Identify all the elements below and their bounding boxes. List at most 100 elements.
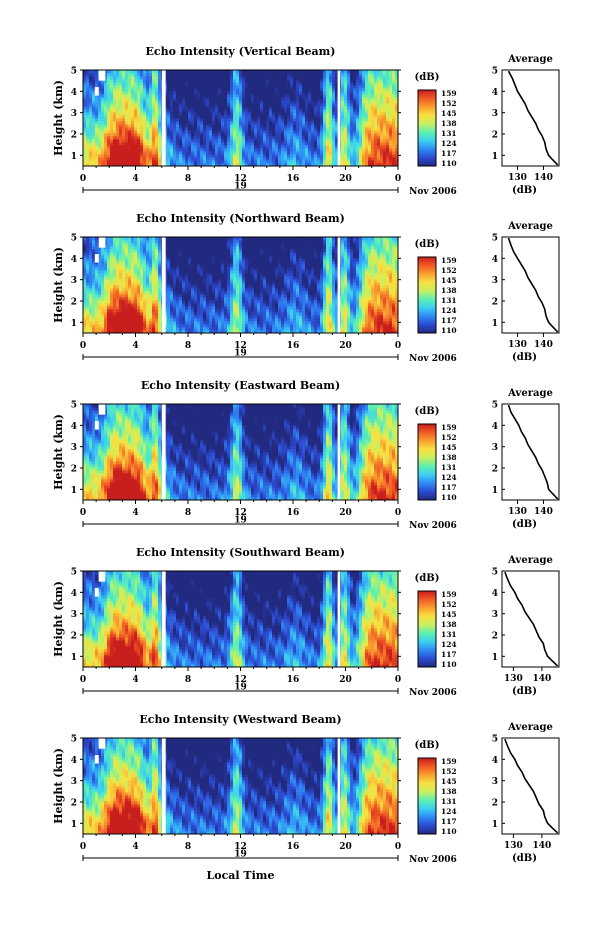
colorbar bbox=[417, 757, 437, 835]
avg-y-tick-label: 2 bbox=[492, 131, 498, 141]
colorbar-tick-label: 124 bbox=[441, 306, 457, 315]
y-tick-label: 5 bbox=[71, 568, 77, 578]
data-gap bbox=[98, 404, 106, 415]
y-tick-label: 2 bbox=[71, 465, 77, 475]
x-tick-label: 0 bbox=[395, 341, 401, 351]
data-gap bbox=[337, 404, 341, 500]
avg-y-tick-label: 4 bbox=[492, 756, 498, 766]
x-tick-label: 4 bbox=[132, 675, 138, 685]
y-tick-label: 2 bbox=[71, 799, 77, 809]
y-tick-label: 4 bbox=[71, 589, 77, 599]
colorbar-tick-label: 138 bbox=[441, 620, 457, 629]
x-tick-label: 0 bbox=[395, 842, 401, 852]
heatmap bbox=[83, 738, 399, 835]
colorbar-tick-label: 145 bbox=[441, 777, 457, 786]
colorbar-tick-label: 117 bbox=[441, 650, 457, 659]
colorbar-tick-label: 110 bbox=[441, 660, 457, 669]
heatmap bbox=[83, 70, 399, 167]
avg-x-tick-label: 140 bbox=[534, 507, 553, 517]
data-gap bbox=[161, 70, 166, 166]
colorbar-tick-label: 159 bbox=[441, 423, 457, 432]
y-axis-label: Height (km) bbox=[52, 748, 65, 824]
average-frame bbox=[501, 69, 560, 167]
y-axis-label: Height (km) bbox=[52, 414, 65, 490]
data-gap bbox=[161, 404, 166, 500]
panel-northward: Echo Intensity (Northward Beam)12345Heig… bbox=[52, 212, 560, 364]
average-profile-line bbox=[507, 404, 559, 500]
data-gap bbox=[98, 237, 106, 248]
colorbar-tick-label: 117 bbox=[441, 817, 457, 826]
heatmap bbox=[83, 237, 399, 334]
x-tick-label: 8 bbox=[185, 842, 191, 852]
y-tick-label: 5 bbox=[71, 234, 77, 244]
data-gap bbox=[161, 738, 166, 834]
avg-y-tick-label: 1 bbox=[492, 820, 498, 830]
colorbar bbox=[417, 256, 437, 334]
colorbar-tick-label: 152 bbox=[441, 266, 457, 275]
data-gap bbox=[337, 738, 341, 834]
y-tick-label: 1 bbox=[71, 820, 77, 830]
month-label: Nov 2006 bbox=[409, 354, 457, 364]
colorbar-tick-label: 117 bbox=[441, 316, 457, 325]
y-tick-label: 1 bbox=[71, 486, 77, 496]
colorbar-tick-label: 131 bbox=[441, 797, 457, 806]
colorbar-tick-label: 138 bbox=[441, 787, 457, 796]
colorbar-tick-label: 131 bbox=[441, 129, 457, 138]
x-tick-label: 0 bbox=[80, 341, 86, 351]
date-label: 19 bbox=[234, 850, 247, 860]
month-label: Nov 2006 bbox=[409, 855, 457, 865]
avg-y-tick-label: 4 bbox=[492, 589, 498, 599]
x-tick-label: 0 bbox=[395, 675, 401, 685]
data-gap bbox=[98, 70, 106, 81]
colorbar-tick-label: 124 bbox=[441, 807, 457, 816]
avg-y-tick-label: 2 bbox=[492, 465, 498, 475]
colorbar-tick-label: 152 bbox=[441, 433, 457, 442]
colorbar-tick-label: 159 bbox=[441, 89, 457, 98]
colorbar-tick-label: 145 bbox=[441, 109, 457, 118]
average-title: Average bbox=[507, 555, 553, 566]
y-tick-label: 3 bbox=[71, 777, 77, 787]
avg-y-tick-label: 5 bbox=[492, 735, 498, 745]
avg-x-tick-label: 130 bbox=[504, 674, 523, 684]
avg-y-tick-label: 3 bbox=[492, 109, 498, 119]
colorbar-tick-label: 124 bbox=[441, 473, 457, 482]
avg-x-axis-label: (dB) bbox=[512, 352, 537, 363]
x-tick-label: 4 bbox=[132, 174, 138, 184]
colorbar-unit: (dB) bbox=[415, 239, 440, 250]
y-tick-label: 3 bbox=[71, 109, 77, 119]
panel-title: Echo Intensity (Eastward Beam) bbox=[141, 379, 340, 392]
colorbar-unit: (dB) bbox=[415, 72, 440, 83]
avg-x-tick-label: 130 bbox=[504, 841, 523, 851]
date-label: 19 bbox=[234, 683, 247, 693]
data-gap bbox=[94, 588, 99, 597]
avg-y-tick-label: 4 bbox=[492, 88, 498, 98]
x-tick-label: 0 bbox=[80, 174, 86, 184]
y-axis-label: Height (km) bbox=[52, 581, 65, 657]
average-frame bbox=[501, 236, 560, 334]
x-tick-label: 0 bbox=[395, 174, 401, 184]
avg-x-tick-label: 130 bbox=[508, 340, 527, 350]
y-tick-label: 3 bbox=[71, 610, 77, 620]
avg-y-tick-label: 4 bbox=[492, 422, 498, 432]
avg-x-tick-label: 130 bbox=[508, 507, 527, 517]
x-tick-label: 20 bbox=[339, 675, 352, 685]
y-axis-label: Height (km) bbox=[52, 247, 65, 323]
avg-y-tick-label: 1 bbox=[492, 486, 498, 496]
x-tick-label: 12 bbox=[234, 508, 247, 518]
colorbar-tick-label: 145 bbox=[441, 443, 457, 452]
average-frame bbox=[501, 403, 560, 501]
avg-y-tick-label: 3 bbox=[492, 777, 498, 787]
average-title: Average bbox=[507, 221, 553, 232]
x-tick-label: 16 bbox=[287, 675, 300, 685]
colorbar-tick-label: 152 bbox=[441, 600, 457, 609]
avg-y-tick-label: 2 bbox=[492, 632, 498, 642]
month-label: Nov 2006 bbox=[409, 688, 457, 698]
x-tick-label: 20 bbox=[339, 842, 352, 852]
data-gap bbox=[337, 237, 341, 333]
panel-southward: Echo Intensity (Southward Beam)12345Heig… bbox=[52, 546, 560, 698]
date-label: 19 bbox=[234, 182, 247, 192]
y-tick-label: 2 bbox=[71, 632, 77, 642]
data-gap bbox=[94, 755, 99, 764]
panel-title: Echo Intensity (Westward Beam) bbox=[139, 713, 341, 726]
colorbar-tick-label: 117 bbox=[441, 483, 457, 492]
